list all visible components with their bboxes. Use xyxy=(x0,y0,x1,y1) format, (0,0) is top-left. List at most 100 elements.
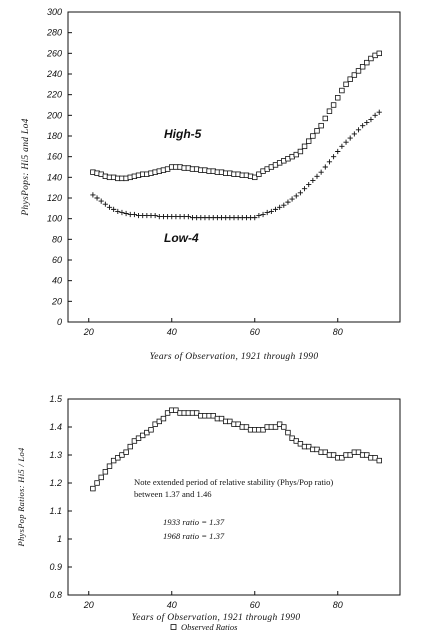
data-point xyxy=(164,410,171,416)
data-point xyxy=(90,485,96,492)
data-point xyxy=(152,212,158,219)
data-point xyxy=(139,432,146,439)
y-tick-label: 240 xyxy=(46,69,62,79)
data-point xyxy=(289,435,295,441)
x-tick-label: 40 xyxy=(167,600,177,610)
y-axis-label: PhysPops: Hi5 and Lo4 xyxy=(21,118,31,216)
annotation-note-line-1: Note extended period of relative stabili… xyxy=(134,477,333,487)
data-point xyxy=(318,122,324,129)
y-tick-label: 1.3 xyxy=(49,450,62,460)
data-point xyxy=(272,424,279,430)
data-point xyxy=(322,164,328,170)
data-point xyxy=(227,418,233,425)
data-point xyxy=(359,64,366,70)
data-point xyxy=(372,112,378,118)
data-point xyxy=(335,95,341,101)
data-point xyxy=(355,127,362,133)
data-point xyxy=(90,192,96,198)
data-point xyxy=(322,449,328,455)
data-point xyxy=(330,452,337,458)
y-tick-label: 220 xyxy=(46,90,62,100)
x-axis-label: Years of Observation, 1921 through 1990 xyxy=(132,612,301,623)
x-axis-label: Years of Observation, 1921 through 1990 xyxy=(150,351,319,362)
y-tick-label: 1.5 xyxy=(49,394,63,404)
data-point xyxy=(285,199,291,205)
x-axis: 20 40 60 80 xyxy=(83,318,343,337)
data-point xyxy=(301,143,308,150)
data-point xyxy=(123,449,129,455)
data-point xyxy=(314,128,320,134)
y-axis-label: PhysPop Ratios: Hi5 / Lo4 xyxy=(16,447,26,548)
data-point xyxy=(131,211,137,218)
data-point xyxy=(135,435,142,441)
data-point xyxy=(281,424,287,430)
data-point xyxy=(368,55,374,62)
data-point xyxy=(256,171,262,177)
data-point xyxy=(285,429,291,436)
y-axis: 0 20 40 60 80 100 120 140 160 180 200 220 240 260 280 3… xyxy=(46,7,72,327)
data-point xyxy=(310,177,316,184)
x-axis: 20 40 60 80 xyxy=(83,591,343,610)
data-point xyxy=(297,190,303,196)
x-tick-label: 60 xyxy=(250,327,260,337)
y-tick-label: 200 xyxy=(46,110,62,120)
data-point xyxy=(305,443,312,450)
y-tick-label: 120 xyxy=(47,193,62,203)
x-tick-label: 40 xyxy=(167,327,177,337)
plot-frame xyxy=(67,398,401,596)
y-tick-label: 60 xyxy=(52,255,62,265)
data-point xyxy=(343,81,349,88)
data-point xyxy=(148,427,154,433)
y-tick-label: 0.9 xyxy=(49,562,62,572)
data-point xyxy=(110,457,117,464)
data-point xyxy=(173,407,179,413)
data-point xyxy=(106,204,113,210)
plot-frame xyxy=(67,11,401,323)
data-point xyxy=(360,123,366,129)
data-point xyxy=(260,427,266,433)
data-point xyxy=(351,131,357,137)
data-point xyxy=(326,159,333,165)
data-point xyxy=(260,211,266,218)
data-point xyxy=(102,469,109,475)
chart-physpops: 0 20 40 60 80 100 120 140 160 180 200 220 240 260 280 3… xyxy=(21,7,401,362)
legend: Observed Ratios xyxy=(170,622,238,632)
data-point xyxy=(156,418,162,425)
data-point xyxy=(115,455,121,461)
y-axis: 0.8 0.9 1 1.1 1.2 1.3 1.4 1.5 xyxy=(49,394,72,600)
data-point xyxy=(289,196,295,202)
y-tick-label: 300 xyxy=(47,7,62,17)
data-point xyxy=(347,452,353,458)
data-point xyxy=(314,173,320,179)
data-point xyxy=(322,115,328,122)
data-point xyxy=(305,138,312,144)
data-point xyxy=(364,59,370,66)
x-tick-label: 80 xyxy=(333,600,343,610)
data-point xyxy=(276,421,283,427)
y-tick-label: 1.1 xyxy=(49,506,62,516)
data-point xyxy=(306,181,312,188)
data-point xyxy=(293,193,299,199)
data-point xyxy=(264,209,270,216)
data-point xyxy=(252,174,258,181)
y-tick-label: 20 xyxy=(51,296,62,306)
y-tick-label: 100 xyxy=(47,214,62,224)
data-point xyxy=(343,139,349,145)
data-point xyxy=(297,441,304,447)
data-point xyxy=(314,446,320,453)
x-tick-label: 60 xyxy=(250,600,260,610)
x-tick-label: 20 xyxy=(83,600,94,610)
data-point xyxy=(281,202,287,208)
data-point xyxy=(94,195,100,201)
data-point xyxy=(218,415,225,422)
data-point xyxy=(372,455,378,461)
data-point xyxy=(98,198,104,204)
legend-square-marker xyxy=(170,624,177,630)
y-tick-label: 140 xyxy=(47,172,62,182)
data-point xyxy=(152,421,158,427)
y-tick-label: 1.4 xyxy=(49,422,62,432)
data-point xyxy=(272,206,279,212)
data-point xyxy=(368,116,374,123)
data-point xyxy=(293,151,299,158)
